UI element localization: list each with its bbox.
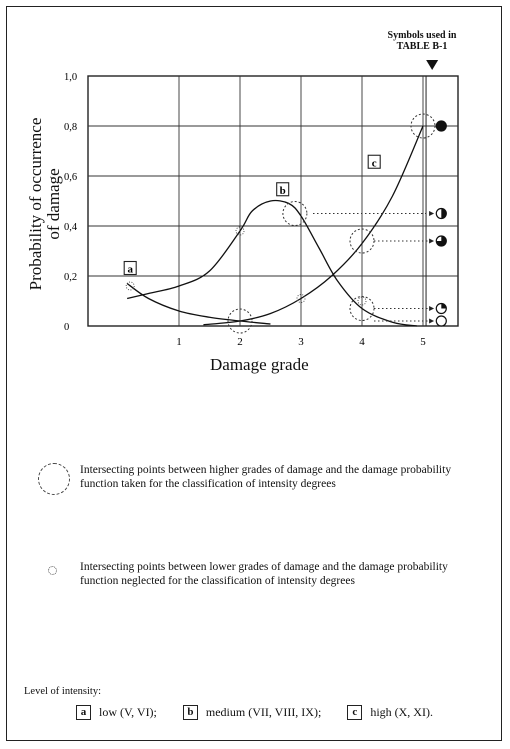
intersection-high-3	[410, 113, 436, 139]
y-axis-label: Probability of occurrence of damage	[26, 104, 63, 304]
intersection-high-0	[227, 308, 253, 334]
figure-frame	[6, 6, 502, 741]
intensity-level-medium: medium (VII, VIII, IX);	[205, 705, 322, 719]
guide-arrowhead-0	[429, 211, 435, 216]
table-symbol-empty-icon	[435, 315, 447, 327]
guide-arrowhead-2	[429, 306, 435, 311]
table-symbol-half-fill	[441, 208, 447, 219]
y-tick-label-0: 0	[64, 322, 69, 333]
large-dashed-circle-icon	[38, 463, 70, 495]
down-arrow-icon	[426, 60, 439, 70]
intersection-high-1	[282, 201, 308, 226]
intersection-low-0	[125, 281, 135, 291]
curve-label-box-c	[367, 154, 381, 169]
curve-b	[127, 199, 417, 327]
intensity-title: Level of intensity:	[24, 686, 101, 697]
y-tick-label-5: 1,0	[64, 72, 77, 83]
small-dotted-circle-icon	[48, 566, 57, 575]
intersection-high-2	[349, 228, 375, 254]
curve-label-c: c	[372, 157, 377, 169]
y-tick-label-1: 0,2	[64, 272, 77, 283]
marker-c-box: c	[347, 705, 363, 720]
legend-low-grade-text: Intersecting points between lower grades…	[80, 561, 448, 587]
symbols-caption-line-2: TABLE B-1	[396, 41, 448, 52]
guide-arrowhead-3	[429, 318, 435, 324]
curve-label-box-a	[123, 260, 137, 276]
plot-frame	[87, 75, 459, 327]
x-tick-label-1: 2	[237, 336, 243, 348]
table-symbol-three-quarter-fill	[441, 303, 447, 309]
x-tick-label-4: 5	[420, 336, 426, 348]
intensity-levels: a low (V, VI); b medium (VII, VIII, IX);…	[76, 705, 433, 720]
curve-label-box-b	[276, 182, 290, 197]
x-tick-label-0: 1	[176, 336, 182, 348]
legend-low-grade: Intersecting points between lower grades…	[48, 560, 488, 588]
guide-arrowhead-1	[429, 238, 435, 244]
curve-label-b: b	[280, 185, 286, 197]
x-tick-label-3: 4	[359, 336, 365, 348]
x-axis-label: Damage grade	[210, 355, 309, 374]
curve-c	[203, 125, 424, 326]
y-axis-label-line-1: Probability of occurrence	[26, 117, 45, 291]
symbols-caption: Symbols used in TABLE B-1	[372, 30, 472, 52]
intersection-low-1	[296, 294, 306, 303]
y-tick-label-3: 0,6	[64, 172, 77, 183]
table-symbol-full-icon	[435, 120, 447, 132]
legend-high-grade: Intersecting points between higher grade…	[38, 463, 478, 495]
y-tick-label-4: 0,8	[64, 122, 77, 133]
curve-a	[126, 282, 271, 325]
legend-high-grade-text: Intersecting points between higher grade…	[80, 464, 452, 490]
symbols-caption-line-1: Symbols used in	[387, 30, 457, 41]
intersection-low-2	[235, 226, 245, 236]
intersection-low-3	[357, 296, 367, 306]
y-tick-label-2: 0,4	[64, 222, 78, 233]
marker-a-box: a	[76, 705, 91, 720]
intensity-level-low: low (V, VI);	[99, 705, 157, 719]
curve-label-a: a	[127, 264, 133, 276]
intersection-high-4	[349, 296, 375, 321]
intensity-level-high: high (X, XI).	[370, 705, 433, 719]
marker-b-box: b	[182, 705, 198, 720]
x-tick-label-2: 3	[298, 336, 304, 348]
y-axis-label-line-2: of damage	[44, 168, 63, 240]
table-symbol-quarter-fill	[436, 236, 447, 246]
